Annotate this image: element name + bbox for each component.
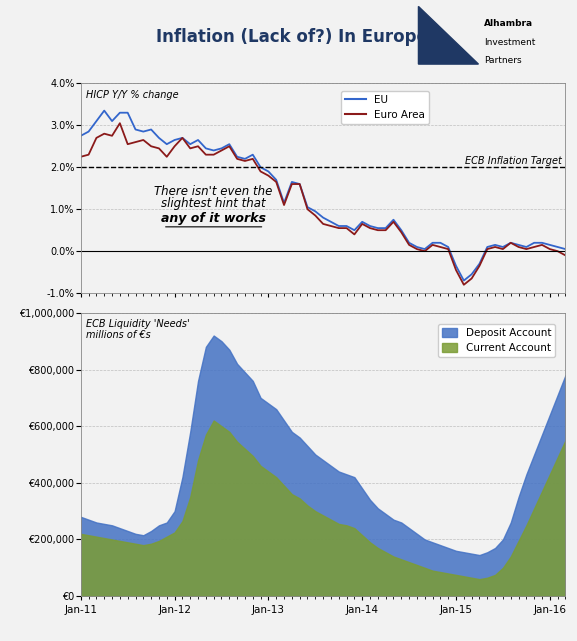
Line: Euro Area: Euro Area xyxy=(81,123,565,285)
Polygon shape xyxy=(418,6,478,64)
Euro Area xyxy=(562,251,569,259)
Text: Alhambra: Alhambra xyxy=(485,19,534,28)
Text: ECB Inflation Target: ECB Inflation Target xyxy=(464,156,561,165)
Legend: Deposit Account, Current Account: Deposit Account, Current Account xyxy=(437,324,556,357)
EU xyxy=(234,153,241,161)
Text: There isn't even the: There isn't even the xyxy=(155,185,273,197)
Text: ECB Liquidity 'Needs'
millions of €s: ECB Liquidity 'Needs' millions of €s xyxy=(85,319,189,340)
Text: Investment: Investment xyxy=(485,38,536,47)
Text: slightest hint that: slightest hint that xyxy=(162,197,266,210)
EU xyxy=(460,277,467,285)
Euro Area xyxy=(234,155,241,163)
Euro Area xyxy=(117,119,123,127)
Euro Area xyxy=(218,147,225,154)
EU xyxy=(101,107,108,115)
Text: HICP Y/Y % change: HICP Y/Y % change xyxy=(85,90,178,99)
Euro Area xyxy=(421,247,428,255)
Euro Area xyxy=(460,281,467,288)
EU xyxy=(312,208,319,215)
Euro Area xyxy=(77,153,84,161)
EU xyxy=(328,218,335,226)
EU xyxy=(421,246,428,253)
EU xyxy=(554,243,561,251)
Text: any of it works: any of it works xyxy=(161,212,266,225)
Text: Inflation (Lack of?) In Europe: Inflation (Lack of?) In Europe xyxy=(156,28,428,46)
Euro Area xyxy=(328,222,335,230)
EU xyxy=(562,246,569,253)
Euro Area xyxy=(312,212,319,219)
Euro Area xyxy=(554,247,561,255)
Text: Partners: Partners xyxy=(485,56,522,65)
Legend: EU, Euro Area: EU, Euro Area xyxy=(341,90,429,124)
EU xyxy=(218,144,225,152)
EU xyxy=(77,132,84,140)
Line: EU: EU xyxy=(81,111,565,281)
